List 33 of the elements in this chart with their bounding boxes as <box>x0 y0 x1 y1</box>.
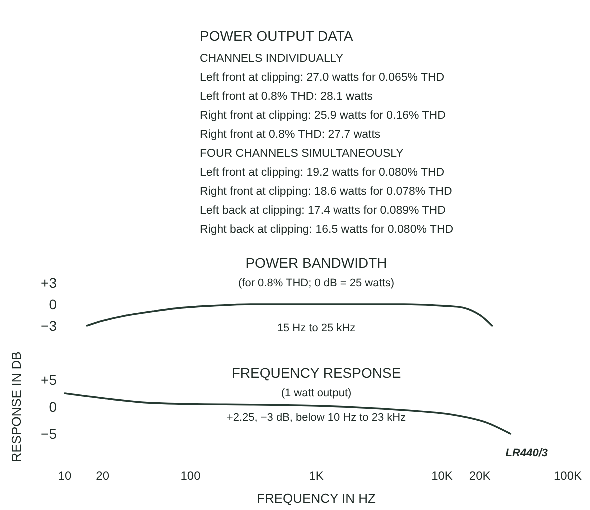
text: Right front at 0.8% THD: 27.7 watts <box>200 128 382 143</box>
text: LR440/3 <box>506 448 548 460</box>
text: Left front at clipping: 27.0 watts for 0.065% THD <box>200 71 446 86</box>
text: Right front at clipping: 25.9 watts for 0.16% THD <box>200 109 447 124</box>
y-tick-label: −5 <box>41 426 58 442</box>
y-tick-label: 0 <box>49 399 58 415</box>
x-tick-label: 1K <box>309 469 324 483</box>
chart-title: POWER BANDWIDTH <box>246 255 388 271</box>
text: Left front at 0.8% THD: 28.1 watts <box>200 90 374 105</box>
chart-title: FREQUENCY RESPONSE <box>232 365 402 381</box>
x-tick-label: 100K <box>554 469 582 483</box>
chart-subtitle: (for 0.8% THD; 0 dB = 25 watts) <box>238 278 394 290</box>
x-axis-title: FREQUENCY IN HZ <box>257 491 376 506</box>
x-tick-label: 10K <box>432 469 453 483</box>
y-axis-title: RESPONSE IN DB <box>9 352 24 462</box>
x-tick-label: 20K <box>469 469 491 483</box>
x-tick-label: 20 <box>96 469 110 483</box>
y-tick-label: −3 <box>41 318 58 334</box>
annotation: +2.25, −3 dB, below 10 Hz to 23 kHz <box>226 412 406 424</box>
y-tick-label: 0 <box>49 296 58 312</box>
text: Right back at clipping: 16.5 watts for 0.080% THD <box>200 223 455 238</box>
y-tick-label: +5 <box>41 372 58 388</box>
x-tick-label: 100 <box>180 469 202 483</box>
text: Left back at clipping: 17.4 watts for 0.089% THD <box>200 204 447 219</box>
x-tick-label: 10 <box>58 469 72 483</box>
text: (1 watt output) <box>281 388 352 400</box>
y-tick-label: +3 <box>41 275 58 291</box>
text: CHANNELS INDIVIDUALLY <box>200 52 345 67</box>
annotation: 15 Hz to 25 kHz <box>277 322 356 334</box>
text: Left front at clipping: 19.2 watts for 0.080% THD <box>200 166 446 181</box>
text: Right front at clipping: 18.6 watts for 0.078% THD <box>200 185 454 200</box>
text: POWER OUTPUT DATA <box>200 28 354 44</box>
text: FOUR CHANNELS SIMULTANEOUSLY <box>200 147 405 162</box>
